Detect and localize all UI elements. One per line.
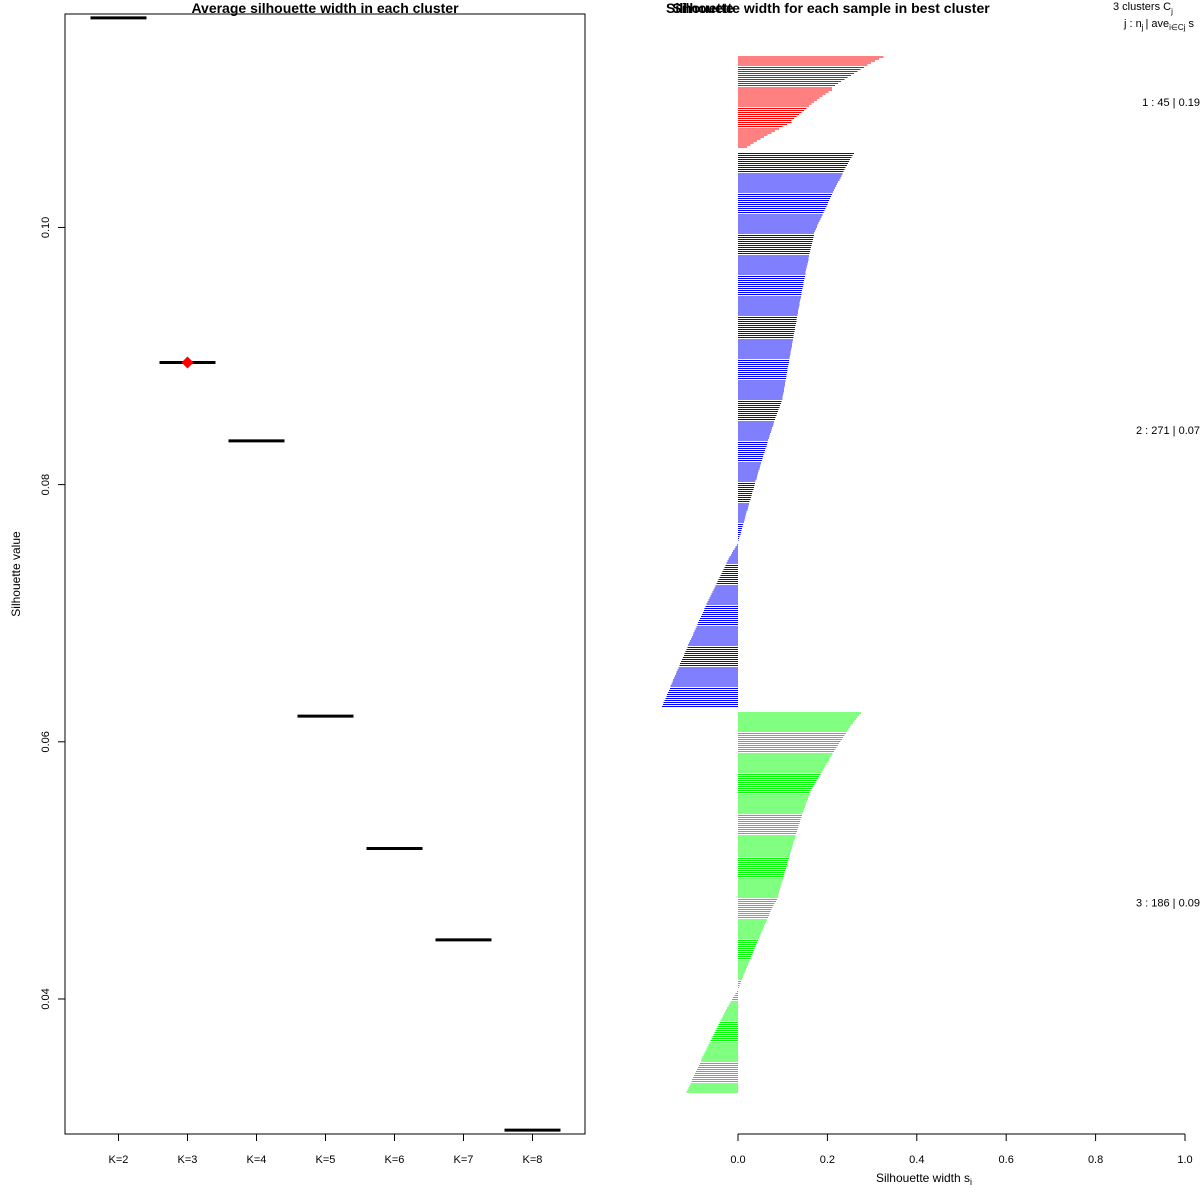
- left-best-k-marker: [181, 356, 194, 369]
- legend-subheader-n-sub: j: [1141, 23, 1144, 32]
- left-x-tick-label: K=6: [385, 1154, 405, 1166]
- legend-header: 3 clusters Cj: [1113, 1, 1173, 16]
- left-x-tick-label: K=7: [454, 1154, 474, 1166]
- legend-subheader: j : nj | avei∈Cj s: [1123, 18, 1194, 32]
- left-marks: [90, 16, 561, 1132]
- right-x-tick-label: 0.0: [730, 1154, 745, 1166]
- right-title-overlap: Silhouette: [666, 0, 734, 16]
- left-chart-title: Average silhouette width in each cluster: [191, 0, 459, 16]
- right-x-tick-label: 0.2: [820, 1154, 835, 1166]
- left-x-tick-label: K=3: [178, 1154, 198, 1166]
- legend-subheader-ave-sub: i∈Cj: [1169, 23, 1186, 32]
- left-x-tick-label: K=8: [523, 1154, 543, 1166]
- left-y-axis-label: Silhouette value: [9, 531, 23, 617]
- right-x-tick-label: 0.4: [909, 1154, 924, 1166]
- left-y-axis: 0.04 0.06 0.08 0.10: [40, 217, 65, 1010]
- legend-header-text: 3 clusters C: [1113, 1, 1171, 13]
- right-bars: [662, 56, 884, 1093]
- left-y-tick-label: 0.10: [40, 217, 52, 238]
- legend-subheader-tail: s: [1188, 18, 1194, 30]
- left-x-tick-label: K=4: [247, 1154, 267, 1166]
- legend-header-sub: j: [1170, 7, 1173, 16]
- right-x-axis-label-text: Silhouette width s: [876, 1171, 970, 1185]
- right-x-axis-label: Silhouette width si: [876, 1171, 972, 1187]
- left-panel: Average silhouette width in each cluster…: [9, 0, 586, 1166]
- left-x-tick-label: K=5: [316, 1154, 336, 1166]
- right-x-tick-label: 0.8: [1088, 1154, 1103, 1166]
- left-y-tick-label: 0.04: [40, 988, 52, 1009]
- left-x-tick-label: K=2: [109, 1154, 129, 1166]
- left-y-tick-label: 0.06: [40, 731, 52, 752]
- left-plot-frame: [64, 13, 586, 1135]
- left-y-tick-label: 0.08: [40, 474, 52, 495]
- cluster-2-label: 2 : 271 | 0.07: [1136, 425, 1200, 437]
- legend-subheader-text: j : n: [1123, 18, 1142, 30]
- left-x-axis: K=2 K=3 K=4 K=5 K=6 K=7 K=8: [109, 1133, 543, 1166]
- right-x-axis: 0.0 0.2 0.4 0.6 0.8 1.0: [730, 1133, 1193, 1166]
- cluster-1-label: 1 : 45 | 0.19: [1142, 97, 1200, 109]
- cluster-3-label: 3 : 186 | 0.09: [1136, 897, 1200, 909]
- right-x-tick-label: 1.0: [1177, 1154, 1192, 1166]
- right-x-axis-label-sub: i: [970, 1177, 972, 1187]
- right-x-tick-label: 0.6: [999, 1154, 1014, 1166]
- legend-subheader-ave: | ave: [1146, 18, 1170, 30]
- right-chart-title: Silhouette width for each sample in best…: [672, 0, 990, 16]
- right-cluster-labels: 1 : 45 | 0.19 2 : 271 | 0.07 3 : 186 | 0.0…: [1136, 97, 1200, 909]
- right-panel: Silhouette Silhouette width for each sam…: [662, 0, 1200, 1187]
